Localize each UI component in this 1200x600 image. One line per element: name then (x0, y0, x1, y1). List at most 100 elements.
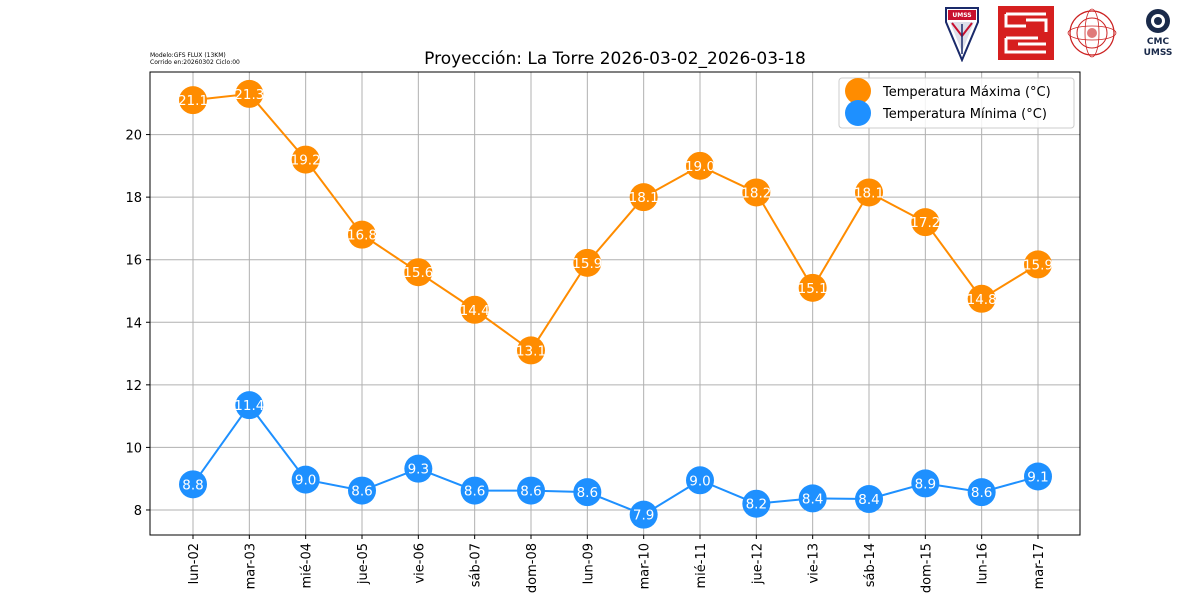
cmc-label: CMC (1147, 37, 1170, 47)
data-point (179, 470, 207, 499)
data-label: 14.4 (460, 303, 490, 319)
umss-label: UMSS (1144, 48, 1173, 58)
data-point (911, 208, 940, 237)
data-point (460, 295, 489, 324)
data-label: 8.4 (802, 491, 823, 507)
legend-label: Temperatura Mínima (°C) (882, 107, 1047, 122)
data-label: 11.4 (234, 398, 264, 414)
data-point (911, 469, 940, 498)
x-tick-label: mié-04 (300, 543, 315, 589)
y-tick-label: 20 (125, 129, 142, 144)
y-tick-label: 14 (125, 316, 142, 331)
data-point (855, 485, 883, 514)
series-min: 8.8 11.4 9.0 8.6 9.3 8.6 8.6 8.6 7.9 9.0 8.2 8.4 8.4… (179, 391, 1052, 529)
data-label: 14.8 (967, 292, 997, 308)
data-label: 18.1 (629, 190, 659, 206)
faculty-red-logo (998, 6, 1054, 60)
data-point (517, 476, 545, 505)
data-label: 8.6 (520, 484, 541, 500)
x-tick-label: sáb-14 (863, 543, 878, 587)
data-point (967, 284, 996, 313)
umss-shield-text: UMSS (952, 12, 971, 19)
data-point (742, 489, 771, 518)
data-label: 18.1 (854, 185, 884, 201)
data-label: 17.2 (910, 215, 940, 231)
data-point (967, 478, 996, 507)
data-label: 9.0 (689, 473, 710, 489)
legend: Temperatura Máxima (°C) Temperatura Mínim… (838, 77, 1075, 129)
data-label: 7.9 (633, 508, 654, 524)
y-tick-label: 8 (134, 504, 142, 519)
legend-marker (845, 100, 871, 126)
x-tick-label: vie-06 (412, 543, 427, 584)
legend-marker (845, 78, 871, 104)
data-label: 9.3 (408, 462, 429, 478)
data-label: 19.2 (291, 153, 321, 169)
data-point (235, 79, 264, 108)
data-point (179, 86, 207, 115)
data-point (798, 484, 827, 513)
x-tick-label: jue-05 (356, 543, 371, 585)
plot-frame (149, 71, 1081, 536)
data-label: 19.0 (685, 159, 715, 175)
x-tick-label: mié-11 (694, 543, 709, 589)
data-point (404, 454, 433, 483)
data-point (291, 145, 320, 174)
cmc-umss-logo: CMC UMSS (1144, 9, 1173, 58)
data-point (686, 466, 714, 495)
series-line (192, 403, 1039, 516)
series-layer: 21.1 21.3 19.2 16.8 15.6 14.4 13.1 15.9 18.1 19.0… (178, 79, 1053, 529)
data-label: 8.6 (351, 484, 372, 500)
data-label: 15.6 (403, 265, 433, 281)
seal-logo (1067, 8, 1117, 58)
data-point (348, 476, 376, 505)
data-label: 9.1 (1027, 469, 1048, 485)
x-tick-label: lun-16 (976, 543, 991, 584)
data-point (798, 273, 827, 302)
data-point (460, 476, 489, 505)
y-tick-label: 12 (125, 379, 142, 394)
data-label: 9.0 (295, 473, 316, 489)
x-tick-label: mar-10 (638, 543, 653, 589)
y-tick-label: 16 (125, 254, 142, 269)
data-point (235, 391, 264, 420)
data-point (573, 478, 602, 507)
data-label: 16.8 (347, 228, 377, 244)
data-point (1024, 462, 1052, 491)
data-point (573, 248, 602, 277)
y-axis: 8 10 12 14 16 18 20 (125, 129, 150, 519)
data-point (404, 258, 433, 287)
data-label: 15.9 (1023, 257, 1053, 273)
x-tick-label: dom-08 (525, 543, 540, 593)
data-point (742, 178, 771, 207)
series-max: 21.1 21.3 19.2 16.8 15.6 14.4 13.1 15.9 18.1 19.0… (178, 79, 1053, 365)
data-label: 8.4 (858, 492, 879, 508)
x-tick-label: jue-12 (750, 543, 765, 585)
data-point (855, 178, 883, 207)
y-tick-label: 18 (125, 191, 142, 206)
x-tick-label: mar-17 (1032, 543, 1047, 589)
x-tick-label: sáb-07 (469, 543, 484, 587)
x-tick-label: mar-03 (243, 543, 258, 589)
data-label: 15.9 (572, 256, 602, 272)
legend-box (838, 77, 1075, 129)
x-tick-label: vie-13 (807, 543, 822, 584)
x-axis: lun-02 mar-03 mié-04 jue-05 vie-06 sáb-07 dom-… (187, 535, 1047, 593)
series-line (192, 92, 1039, 352)
data-label: 8.6 (971, 485, 992, 501)
x-tick-label: dom-15 (919, 543, 934, 593)
logo-strip: UMSS CMC UMSS (940, 6, 1190, 62)
data-label: 18.2 (741, 185, 771, 201)
data-point (348, 220, 376, 249)
x-tick-label: lun-09 (581, 543, 596, 584)
data-label: 8.8 (182, 477, 203, 493)
data-point (1024, 250, 1052, 279)
run-line: Corrido en:20260302 Ciclo:00 (150, 59, 240, 66)
data-label: 15.1 (798, 281, 828, 297)
data-label: 8.9 (915, 476, 936, 492)
data-point (629, 500, 658, 529)
data-point (517, 336, 545, 365)
data-point (629, 183, 658, 212)
chart-title: Proyección: La Torre 2026-03-02_2026-03-… (424, 49, 806, 69)
